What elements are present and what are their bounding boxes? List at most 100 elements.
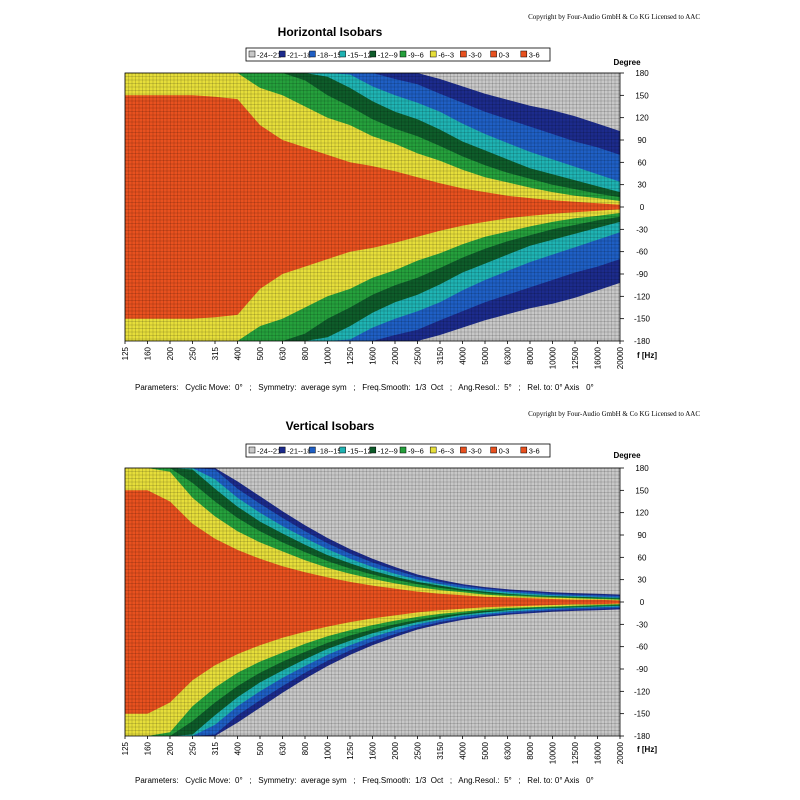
x-tick-label: 125: [121, 741, 130, 755]
y-tick-label: -180: [634, 337, 651, 346]
copyright-text: Copyright by Four-Audio GmbH & Co KG Lic…: [528, 410, 700, 418]
y-tick-label: 60: [638, 553, 647, 562]
x-tick-label: 20000: [616, 741, 625, 764]
legend-swatch: [399, 50, 407, 58]
y-tick-label: -30: [636, 620, 648, 629]
legend-swatch: [369, 50, 377, 58]
x-tick-label: 5000: [481, 741, 490, 759]
x-tick-label: 2500: [414, 741, 423, 759]
x-tick-label: 1600: [369, 741, 378, 759]
legend-label: -12--9: [378, 447, 398, 456]
legend-label: -21--18: [287, 51, 311, 60]
legend-label: -24--21: [257, 447, 281, 456]
y-axis: 180 150 120 90 60 30 0 -30 -60 -90 -120 -150 -180: [620, 69, 651, 346]
x-tick-label: 12500: [571, 741, 580, 764]
y-tick-label: 120: [635, 114, 649, 123]
y-tick-label: -180: [634, 732, 651, 741]
legend-label: 0-3: [499, 447, 510, 456]
legend-label: -12--9: [378, 51, 398, 60]
x-tick-label: 800: [301, 346, 310, 360]
y-tick-label: 60: [638, 158, 647, 167]
y-tick-label: 150: [635, 91, 649, 100]
y-axis-label: Degree: [613, 58, 641, 67]
x-tick-label: 160: [144, 741, 153, 755]
legend-label: -9--6: [408, 447, 424, 456]
y-tick-label: 150: [635, 486, 649, 495]
x-tick-label: 500: [256, 741, 265, 755]
x-tick-label: 2000: [391, 741, 400, 759]
x-tick-label: 1000: [324, 741, 333, 759]
chart-title: Vertical Isobars: [286, 419, 375, 433]
y-tick-label: -90: [636, 270, 648, 279]
legend-swatch: [520, 446, 528, 454]
legend-label: -9--6: [408, 51, 424, 60]
legend-label: -15--12: [348, 447, 372, 456]
x-tick-label: 315: [211, 346, 220, 360]
legend-swatch: [309, 446, 316, 454]
y-tick-label: -150: [634, 315, 651, 324]
legend-label: -3-0: [468, 447, 481, 456]
legend-label: 3-6: [529, 51, 540, 60]
x-tick-label: 400: [234, 346, 243, 360]
y-tick-label: -30: [636, 225, 648, 234]
legend-box: [245, 47, 551, 62]
y-tick-label: 180: [635, 69, 649, 78]
legend-label: -6--3: [438, 51, 454, 60]
legend: -24--21 -21--18 -18--15 -15--12 -12--9 -9--6 -…: [245, 443, 551, 458]
y-tick-label: -120: [634, 687, 651, 696]
x-tick-label: 4000: [459, 741, 468, 759]
legend-label: -18--15: [317, 51, 341, 60]
x-tick-label: 800: [301, 741, 310, 755]
y-tick-label: 90: [638, 531, 647, 540]
x-tick-label: 16000: [594, 346, 603, 369]
x-tick-label: 315: [211, 741, 220, 755]
x-tick-label: 20000: [616, 346, 625, 369]
legend-label: -3-0: [468, 51, 481, 60]
legend-swatch: [490, 50, 497, 58]
isobar-band-minus3: [125, 490, 620, 714]
legend-swatch: [460, 50, 467, 58]
legend-box: [245, 443, 551, 458]
y-tick-label: 0: [640, 203, 645, 212]
x-tick-label: 1250: [346, 346, 355, 364]
y-tick-label: -90: [636, 665, 648, 674]
legend-swatch: [429, 50, 437, 58]
legend-label: -21--18: [287, 447, 311, 456]
y-tick-label: -120: [634, 292, 651, 301]
isobar-band-minus3: [125, 95, 620, 319]
parameters-text: Parameters: Cyclic Move: 0° ; Symmetry: …: [135, 383, 594, 392]
x-tick-label: 2000: [391, 346, 400, 364]
x-tick-label: 250: [189, 346, 198, 360]
y-tick-label: -60: [636, 643, 648, 652]
y-tick-label: 30: [638, 181, 647, 190]
x-axis: 125 160 200 250 315 400 500 630 800 1000 1250 1600 2…: [121, 736, 625, 764]
legend-swatch: [339, 50, 346, 58]
x-tick-label: 2500: [414, 346, 423, 364]
x-tick-label: 1600: [369, 346, 378, 364]
grid: [124, 467, 620, 736]
x-axis-label: f [Hz]: [637, 351, 657, 360]
plot-area: [124, 467, 621, 737]
plot-area: [124, 72, 621, 342]
y-tick-label: -150: [634, 710, 651, 719]
chart-title: Horizontal Isobars: [278, 25, 383, 39]
x-tick-label: 400: [234, 741, 243, 755]
legend-label: -15--12: [348, 51, 372, 60]
y-tick-label: 120: [635, 509, 649, 518]
x-tick-label: 5000: [481, 346, 490, 364]
y-tick-label: 0: [640, 598, 645, 607]
legend-label: -18--15: [317, 447, 341, 456]
x-tick-label: 200: [166, 346, 175, 360]
legend-swatch: [339, 446, 346, 454]
x-tick-label: 10000: [549, 346, 558, 369]
x-tick-label: 6300: [504, 346, 513, 364]
x-tick-label: 4000: [459, 346, 468, 364]
legend-swatch: [309, 50, 316, 58]
legend-label: 0-3: [499, 51, 510, 60]
y-tick-label: -60: [636, 248, 648, 257]
legend: -24--21 -21--18 -18--15 -15--12 -12--9 -9--6 -…: [245, 47, 551, 62]
x-tick-label: 500: [256, 346, 265, 360]
legend-swatch: [278, 446, 286, 454]
legend-swatch: [490, 446, 497, 454]
